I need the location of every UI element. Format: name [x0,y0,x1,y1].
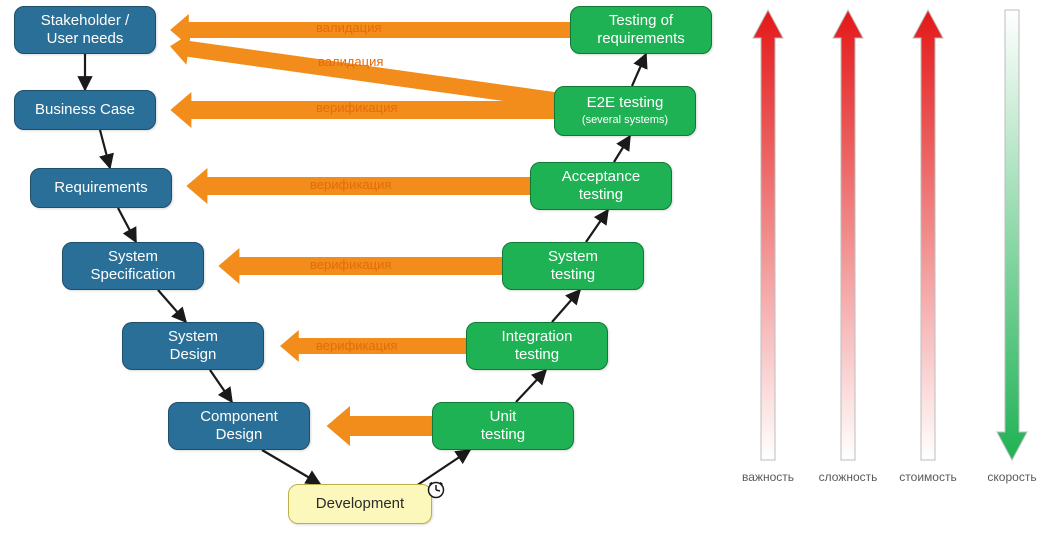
left-node-sysdesign: SystemDesign [122,322,264,370]
legend-label-speed: скорость [977,470,1047,484]
right-node-e2e: E2E testing (several systems) [554,86,696,136]
orange-arrow-label-ver2: верификация [310,177,391,192]
node-label: Testing of [609,12,673,30]
left-node-stakeholder: Stakeholder /User needs [14,6,156,54]
orange-arrow-val2 [170,33,555,108]
node-label: System [108,248,158,266]
flow-arrow-compdesign-development [262,450,320,484]
left-node-sysspec: SystemSpecification [62,242,204,290]
orange-arrow-label-val2: валидация [318,54,383,69]
legend-label-cost: стоимость [893,470,963,484]
node-label: testing [481,426,525,444]
node-label: Acceptance [562,168,640,186]
flow-arrow-sysspec-sysdesign [158,290,186,322]
legend-arrow-complexity [833,10,863,460]
node-sublabel: (several systems) [582,114,668,127]
node-label: Unit [490,408,517,426]
legend-arrow-speed [997,10,1027,460]
node-label: System [548,248,598,266]
legend-label-importance: важность [733,470,803,484]
flow-arrow-systest-acceptance [586,210,608,242]
legend-label-complexity: сложность [813,470,883,484]
node-label: requirements [597,30,685,48]
right-node-testreq: Testing ofrequirements [570,6,712,54]
right-node-systest: Systemtesting [502,242,644,290]
node-label: System [168,328,218,346]
node-label: Design [216,426,263,444]
orange-arrow-label-val1: валидация [316,20,381,35]
flow-arrow-acceptance-e2e [614,136,630,162]
left-node-compdesign: ComponentDesign [168,402,310,450]
right-node-acceptance: Acceptancetesting [530,162,672,210]
flow-arrow-unit-integration [516,370,546,402]
legend-arrow-cost [913,10,943,460]
v-model-diagram: валидация валидация верификация верификация… [0,0,1049,544]
node-label: Development [316,495,404,513]
flow-arrow-business-requirements [100,130,110,168]
orange-arrow-label-ver4: верификация [316,338,397,353]
legend-arrow-importance [753,10,783,460]
bottom-node-development: Development [288,484,432,524]
node-label: testing [551,266,595,284]
clock-icon [426,480,446,500]
node-label: Specification [90,266,175,284]
node-label: testing [579,186,623,204]
orange-arrow-label-ver1: верификация [316,100,397,115]
right-node-unit: Unittesting [432,402,574,450]
node-label: Design [170,346,217,364]
left-node-business: Business Case [14,90,156,130]
orange-arrow-ver5 [327,406,432,446]
node-label: User needs [47,30,124,48]
node-label: Stakeholder / [41,12,129,30]
flow-arrow-sysdesign-compdesign [210,370,232,402]
orange-arrow-label-ver3: верификация [310,257,391,272]
flow-arrow-e2e-testreq [632,54,646,86]
flow-arrow-integration-systest [552,290,580,322]
node-label: E2E testing [587,94,664,112]
node-label: Requirements [54,179,147,197]
left-node-requirements: Requirements [30,168,172,208]
node-label: Business Case [35,101,135,119]
node-label: Integration [502,328,573,346]
node-label: Component [200,408,278,426]
flow-arrow-requirements-sysspec [118,208,136,242]
right-node-integration: Integrationtesting [466,322,608,370]
node-label: testing [515,346,559,364]
